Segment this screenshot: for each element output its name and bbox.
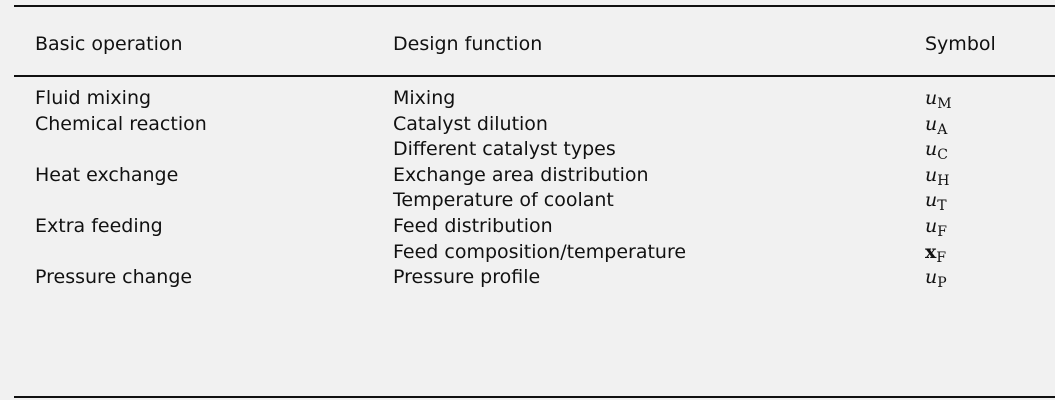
symbol-cell: uT (925, 188, 947, 214)
symbol-subscript: P (937, 275, 947, 292)
operation-cell: Extra feeding (35, 215, 163, 237)
design-function-cell: Different catalyst types (393, 138, 616, 161)
symbol-base: u (925, 189, 938, 212)
bottom-rule (14, 396, 1055, 398)
header-symbol: Symbol (925, 33, 996, 55)
symbol-subscript: C (937, 147, 948, 164)
symbol-cell: uP (925, 265, 947, 291)
design-function-cell: Pressure profile (393, 266, 541, 289)
symbol-subscript: M (937, 96, 952, 112)
operation-cell: Pressure change (35, 266, 193, 289)
operation-cell: Heat exchange (35, 163, 179, 186)
design-function-cell: Exchange area distribution (393, 163, 649, 186)
operation-cell: Chemical reaction (35, 112, 207, 135)
symbol-subscript: H (937, 172, 950, 189)
design-function-cell: Temperature of coolant (393, 189, 614, 212)
symbol-subscript: F (936, 249, 947, 266)
symbol-cell: uF (925, 214, 947, 240)
header-design-function: Design function (393, 33, 543, 55)
symbol-cell: uC (925, 137, 948, 163)
symbol-cell: xF (925, 240, 946, 266)
symbol-subscript: T (937, 198, 947, 215)
design-function-cell: Feed distribution (393, 215, 553, 237)
header-basic-operation: Basic operation (35, 33, 183, 55)
symbol-base: u (925, 163, 938, 186)
symbol-subscript: A (937, 121, 948, 138)
top-rule (14, 5, 1055, 7)
design-function-cell: Feed composition/temperature (393, 240, 687, 263)
symbol-cell: uM (925, 86, 952, 112)
header-rule (14, 75, 1055, 77)
design-function-cell: Catalyst dilution (393, 112, 548, 135)
symbol-cell: uH (925, 163, 949, 189)
symbol-base: u (925, 112, 938, 135)
symbol-base: u (925, 87, 938, 109)
symbol-base: u (925, 215, 938, 237)
symbol-cell: uA (925, 112, 947, 138)
design-function-cell: Mixing (393, 87, 456, 109)
symbol-base: x (925, 240, 937, 263)
operation-cell: Fluid mixing (35, 87, 152, 109)
symbol-base: u (925, 266, 938, 289)
symbol-base: u (925, 138, 938, 161)
symbol-subscript: F (937, 224, 947, 240)
